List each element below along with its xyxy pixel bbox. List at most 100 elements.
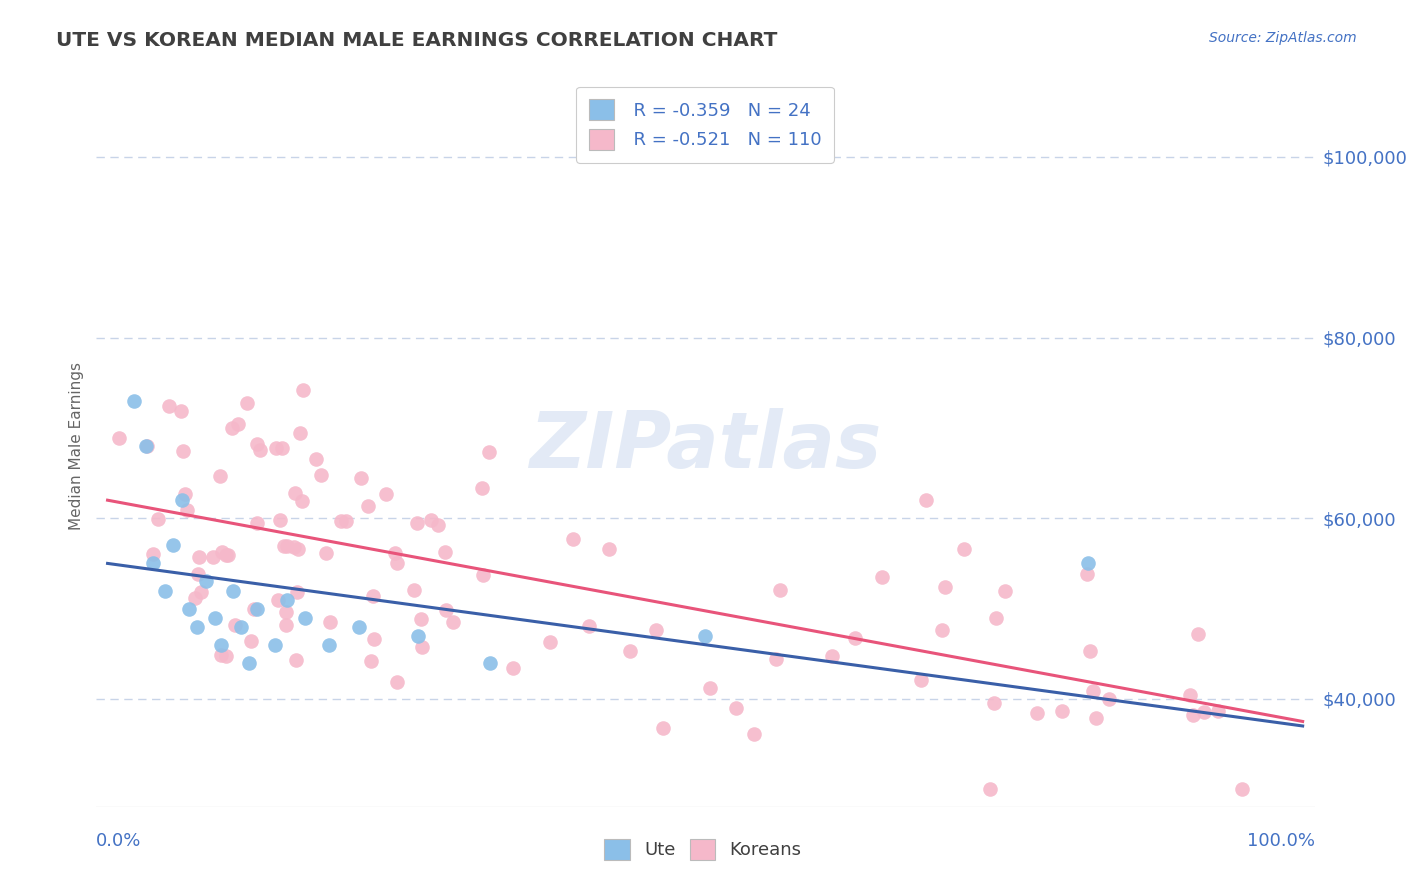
Point (419, 513, 441, 527)
Point (1187, 627, 1209, 641)
Point (408, 629, 430, 643)
Point (211, 648, 233, 662)
Point (269, 513, 291, 527)
Point (240, 634, 263, 648)
Point (384, 546, 406, 560)
Point (135, 439, 157, 453)
Point (360, 654, 382, 668)
Point (215, 548, 238, 562)
Point (404, 583, 426, 598)
Point (108, 431, 131, 445)
Point (283, 541, 305, 555)
Point (142, 548, 165, 562)
Point (769, 582, 792, 597)
Text: 100.0%: 100.0% (1247, 831, 1315, 849)
Point (177, 601, 200, 615)
Point (979, 782, 1001, 797)
Point (471, 481, 494, 495)
Point (361, 589, 384, 603)
Point (264, 441, 287, 455)
Point (357, 499, 380, 513)
Point (598, 542, 620, 557)
Point (699, 681, 721, 695)
Text: ZIPatlas: ZIPatlas (529, 408, 882, 484)
Point (246, 516, 269, 530)
Point (194, 574, 217, 589)
Point (1178, 688, 1201, 702)
Point (243, 601, 266, 615)
Point (211, 545, 233, 559)
Point (315, 546, 337, 560)
Point (844, 632, 866, 646)
Point (1050, 705, 1073, 719)
Point (285, 584, 308, 599)
Point (221, 421, 243, 435)
Point (1025, 706, 1047, 720)
Point (994, 584, 1017, 599)
Point (135, 439, 157, 453)
Point (335, 514, 357, 528)
Point (375, 487, 398, 501)
Point (1098, 692, 1121, 706)
Point (186, 619, 208, 633)
Point (284, 485, 307, 500)
Point (222, 583, 245, 598)
Point (872, 570, 894, 584)
Legend:   R = -0.359   N = 24,   R = -0.521   N = 110: R = -0.359 N = 24, R = -0.521 N = 110 (576, 87, 834, 162)
Point (274, 617, 297, 632)
Point (363, 632, 385, 646)
Point (231, 619, 253, 633)
Point (385, 556, 408, 570)
Point (931, 623, 953, 637)
Point (645, 624, 668, 638)
Point (215, 648, 238, 663)
Point (294, 610, 316, 624)
Text: Source: ZipAtlas.com: Source: ZipAtlas.com (1209, 31, 1357, 45)
Point (411, 612, 433, 626)
Point (318, 638, 340, 652)
Point (202, 549, 225, 564)
Point (190, 584, 212, 599)
Point (170, 493, 193, 508)
Point (204, 610, 226, 624)
Point (271, 441, 294, 455)
Point (502, 661, 524, 675)
Point (217, 548, 239, 562)
Point (934, 580, 956, 594)
Point (821, 649, 844, 664)
Point (176, 502, 198, 516)
Point (172, 444, 194, 458)
Point (478, 445, 501, 459)
Point (273, 540, 295, 554)
Point (276, 539, 298, 553)
Text: 0.0%: 0.0% (96, 831, 141, 849)
Point (209, 638, 232, 652)
Point (305, 451, 328, 466)
Point (350, 471, 373, 485)
Point (236, 396, 259, 410)
Point (249, 443, 271, 458)
Point (238, 656, 260, 670)
Point (224, 618, 246, 632)
Point (405, 516, 427, 530)
Point (984, 611, 1007, 625)
Point (725, 701, 748, 715)
Point (1206, 704, 1229, 718)
Point (284, 653, 307, 667)
Legend: Ute, Koreans: Ute, Koreans (598, 831, 808, 867)
Point (471, 567, 494, 582)
Point (292, 383, 315, 397)
Point (226, 417, 249, 431)
Point (1081, 684, 1104, 698)
Y-axis label: Median Male Earnings: Median Male Earnings (69, 362, 84, 530)
Point (267, 593, 290, 607)
Point (1076, 567, 1098, 582)
Point (309, 467, 332, 482)
Point (427, 517, 450, 532)
Point (411, 640, 433, 654)
Point (162, 538, 184, 552)
Point (441, 615, 464, 629)
Point (1078, 644, 1101, 658)
Point (246, 437, 269, 451)
Point (695, 629, 717, 643)
